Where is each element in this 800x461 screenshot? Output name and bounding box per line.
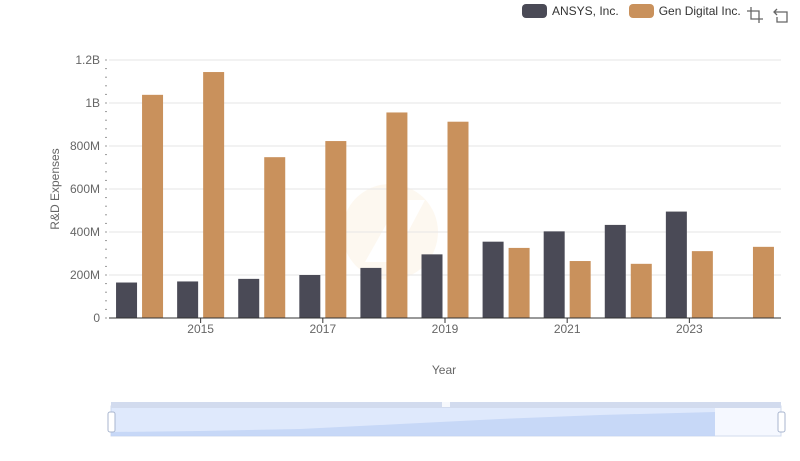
- y-tick-label: 1B: [85, 96, 100, 110]
- bar-ansys-2015[interactable]: [177, 281, 199, 318]
- slider-handle-left[interactable]: [107, 411, 116, 433]
- bar-ansys-2020[interactable]: [482, 241, 504, 318]
- x-tick-label: 2021: [554, 322, 581, 336]
- slider-data-shadow: [111, 412, 715, 436]
- bar-gen-digital-2022[interactable]: [630, 263, 652, 318]
- legend-item-gen-digital[interactable]: Gen Digital Inc.: [628, 4, 741, 18]
- restore-icon[interactable]: [772, 6, 790, 24]
- bar-gen-digital-2020[interactable]: [508, 247, 530, 318]
- bar-gen-digital-2018[interactable]: [386, 112, 408, 319]
- bar-ansys-2023[interactable]: [665, 211, 687, 318]
- bar-gen-digital-2019[interactable]: [447, 121, 469, 318]
- bar-ansys-2022[interactable]: [604, 224, 626, 318]
- y-tick-label: 1.2B: [75, 53, 100, 67]
- legend-label-gen-digital: Gen Digital Inc.: [658, 4, 741, 18]
- bar-ansys-2021[interactable]: [543, 231, 565, 318]
- bar-gen-digital-2014[interactable]: [142, 94, 164, 318]
- y-tick-label: 600M: [70, 182, 100, 196]
- legend: ANSYS, Inc. Gen Digital Inc.: [522, 4, 751, 18]
- x-tick-label: 2019: [432, 322, 459, 336]
- slider-handle-right[interactable]: [777, 411, 786, 433]
- y-tick-label: 200M: [70, 268, 100, 282]
- legend-swatch-ansys: [522, 4, 547, 18]
- y-tick-label: 400M: [70, 225, 100, 239]
- legend-swatch-gen-digital: [628, 4, 654, 18]
- bar-gen-digital-2023[interactable]: [691, 251, 713, 318]
- y-axis-title: R&D Expenses: [48, 148, 62, 229]
- bar-ansys-2018[interactable]: [360, 267, 382, 318]
- y-tick-label: 800M: [70, 139, 100, 153]
- zoom-icon[interactable]: [746, 6, 764, 24]
- toolbox: [746, 6, 790, 24]
- x-tick-label: 2015: [187, 322, 214, 336]
- bar-gen-digital-2015[interactable]: [203, 72, 225, 318]
- bar-gen-digital-2024[interactable]: [752, 246, 774, 318]
- bar-ansys-2014[interactable]: [116, 282, 138, 318]
- bar-gen-digital-2017[interactable]: [325, 141, 347, 318]
- legend-label-ansys: ANSYS, Inc.: [552, 4, 619, 18]
- y-tick-label: 0: [93, 311, 100, 325]
- slider-selected-range[interactable]: [111, 408, 715, 436]
- bar-ansys-2019[interactable]: [421, 254, 443, 318]
- bar-ansys-2016[interactable]: [238, 278, 260, 318]
- bar-ansys-2017[interactable]: [299, 275, 321, 318]
- legend-item-ansys[interactable]: ANSYS, Inc.: [522, 4, 619, 18]
- data-zoom-slider[interactable]: [107, 402, 786, 437]
- x-tick-label: 2023: [676, 322, 703, 336]
- x-axis-title: Year: [432, 363, 456, 377]
- x-tick-label: 2017: [309, 322, 336, 336]
- bar-gen-digital-2016[interactable]: [264, 157, 286, 318]
- bar-gen-digital-2021[interactable]: [569, 261, 591, 318]
- slider-center-grip[interactable]: [442, 402, 450, 407]
